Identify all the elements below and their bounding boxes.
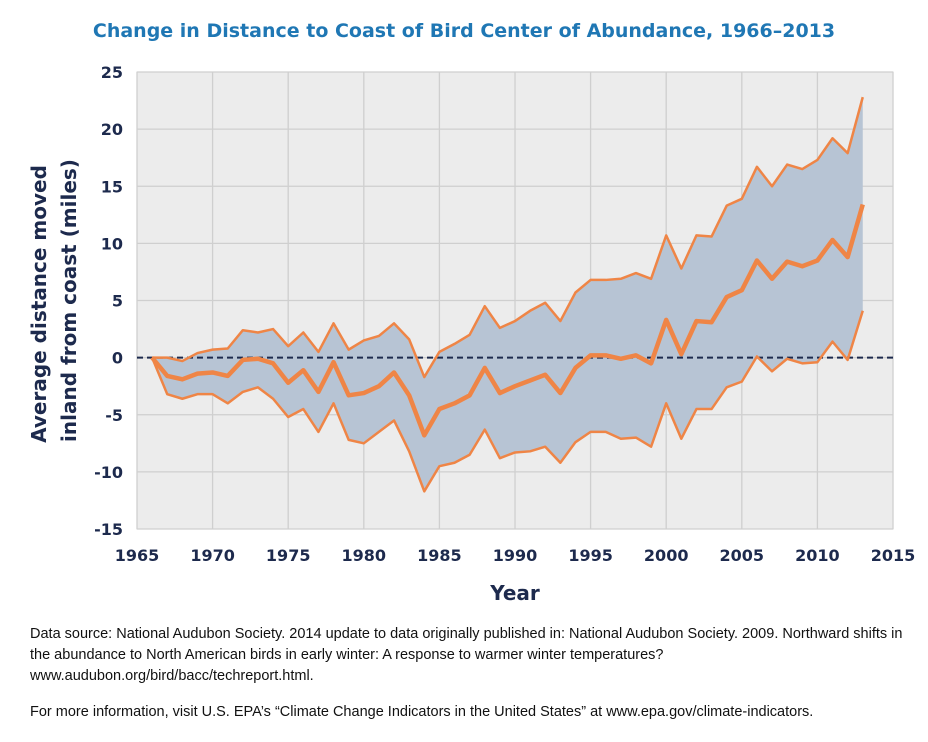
upper-bound-line <box>152 96 864 379</box>
chart-figure: 1965 1970 1975 1980 1985 1990 1995 2000 2005 2010… <box>27 63 916 605</box>
x-tick-label: 1985 <box>417 546 462 565</box>
data-source-note: Data source: National Audubon Society. 2… <box>30 626 903 684</box>
x-tick-label: 1995 <box>568 546 613 565</box>
x-tick-label: 2010 <box>795 546 840 565</box>
y-axis-title-line-1: Average distance moved <box>27 165 51 443</box>
y-tick-label: 0 <box>112 349 123 368</box>
confidence-band <box>152 97 863 492</box>
x-tick-label: 1975 <box>266 546 311 565</box>
y-tick-label: 20 <box>101 120 123 139</box>
y-tick-label: 10 <box>101 234 123 253</box>
lower-bound-line <box>150 310 864 493</box>
x-tick-label: 1980 <box>342 546 387 565</box>
x-tick-label: 1965 <box>115 546 160 565</box>
y-tick-label: 5 <box>112 292 123 311</box>
more-info-note: For more information, visit U.S. EPA’s “… <box>30 704 814 720</box>
x-tick-label: 2015 <box>871 546 916 565</box>
x-tick-label: 1970 <box>190 546 235 565</box>
y-axis-title: Average distance moved inland from coast… <box>27 158 81 443</box>
x-tick-label: 1990 <box>493 546 538 565</box>
x-axis-ticks: 1965 1970 1975 1980 1985 1990 1995 2000 2005 2010… <box>115 546 916 565</box>
chart-title: Change in Distance to Coast of Bird Cent… <box>92 20 836 42</box>
series-lines <box>150 96 865 493</box>
x-axis-title: Year <box>489 581 540 605</box>
mean-line <box>150 203 865 438</box>
x-tick-label: 2000 <box>644 546 689 565</box>
y-tick-label: -10 <box>94 463 123 482</box>
y-tick-label: 15 <box>101 177 123 196</box>
y-axis-ticks: 25 20 15 10 5 0 -5 -10 -15 <box>94 63 123 539</box>
y-tick-label: -5 <box>105 406 123 425</box>
y-axis-title-line-2: inland from coast (miles) <box>57 159 81 442</box>
y-tick-label: -15 <box>94 520 123 539</box>
range-band <box>152 97 863 492</box>
x-tick-label: 2005 <box>720 546 765 565</box>
y-tick-label: 25 <box>101 63 123 82</box>
